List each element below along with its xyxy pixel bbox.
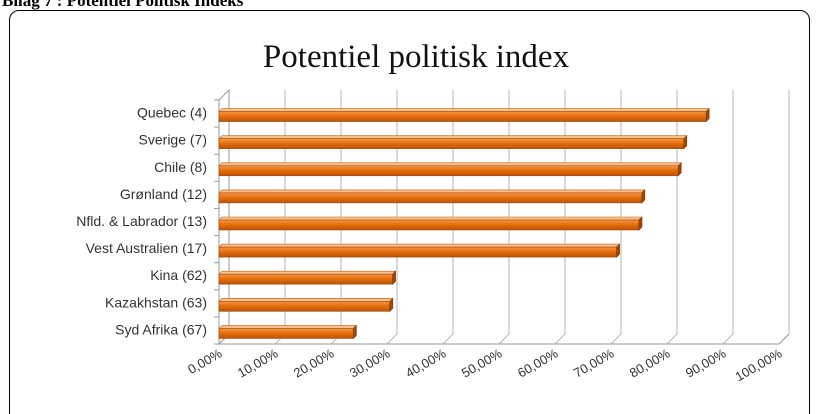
floor-line [610, 333, 622, 345]
floor-line [778, 333, 790, 345]
bar-top [218, 135, 688, 139]
category-label: Chile (8) [154, 159, 207, 175]
category-label: Kina (62) [150, 267, 207, 283]
x-tick-label: 100,00% [733, 345, 785, 384]
bar-end [353, 324, 357, 340]
x-tick-label: 90,00% [683, 345, 729, 380]
bar-top [218, 270, 397, 275]
bar-end [641, 189, 646, 204]
x-tick-label: 80,00% [627, 345, 673, 380]
category-label: Vest Australien (17) [86, 240, 207, 256]
bar [218, 111, 707, 122]
category-label: Nfld. & Labrador (13) [76, 213, 207, 229]
bar-end [389, 297, 394, 313]
bar [218, 301, 391, 312]
category-label: Grønland (12) [120, 186, 207, 202]
bar-end [616, 243, 620, 258]
bar [218, 192, 643, 204]
category-label: Syd Afrika (67) [115, 321, 207, 337]
x-tick-label: 70,00% [571, 345, 617, 380]
x-tick-label: 50,00% [459, 345, 505, 380]
bar-end [705, 107, 710, 123]
figure-caption: Bilag 7 : Potentiel Politisk Indeks [2, 0, 244, 10]
bar [218, 138, 685, 149]
floor-line [386, 333, 398, 345]
bar-top [218, 298, 394, 302]
bar [218, 165, 679, 177]
x-tick-label: 0,00% [185, 345, 225, 377]
x-tick-label: 20,00% [291, 345, 337, 380]
bar-end [392, 270, 396, 285]
bar-end [683, 134, 688, 150]
floor-line [666, 333, 678, 345]
floor-line [554, 333, 566, 345]
bar-top [218, 189, 646, 194]
bar-top [218, 216, 643, 221]
bar [218, 328, 354, 339]
bar-top [218, 162, 682, 167]
bar [218, 219, 640, 231]
bar-end [638, 216, 643, 231]
bar-end [677, 162, 682, 177]
floor-line [498, 333, 510, 345]
bar [218, 273, 393, 285]
chart-title: Potentiel politisk index [263, 39, 570, 75]
floor-line [722, 333, 734, 345]
x-tick-label: 60,00% [515, 345, 561, 380]
bar-top [218, 108, 710, 112]
bar [218, 246, 617, 258]
x-tick-label: 40,00% [403, 345, 449, 380]
bar-top [218, 325, 358, 329]
category-label: Kazakhstan (63) [105, 294, 207, 310]
bar-top [218, 243, 621, 248]
x-tick-label: 10,00% [235, 345, 281, 380]
category-label: Quebec (4) [137, 105, 207, 121]
x-tick-label: 30,00% [347, 345, 393, 380]
category-label: Sverige (7) [139, 132, 207, 148]
floor-line [442, 333, 454, 345]
